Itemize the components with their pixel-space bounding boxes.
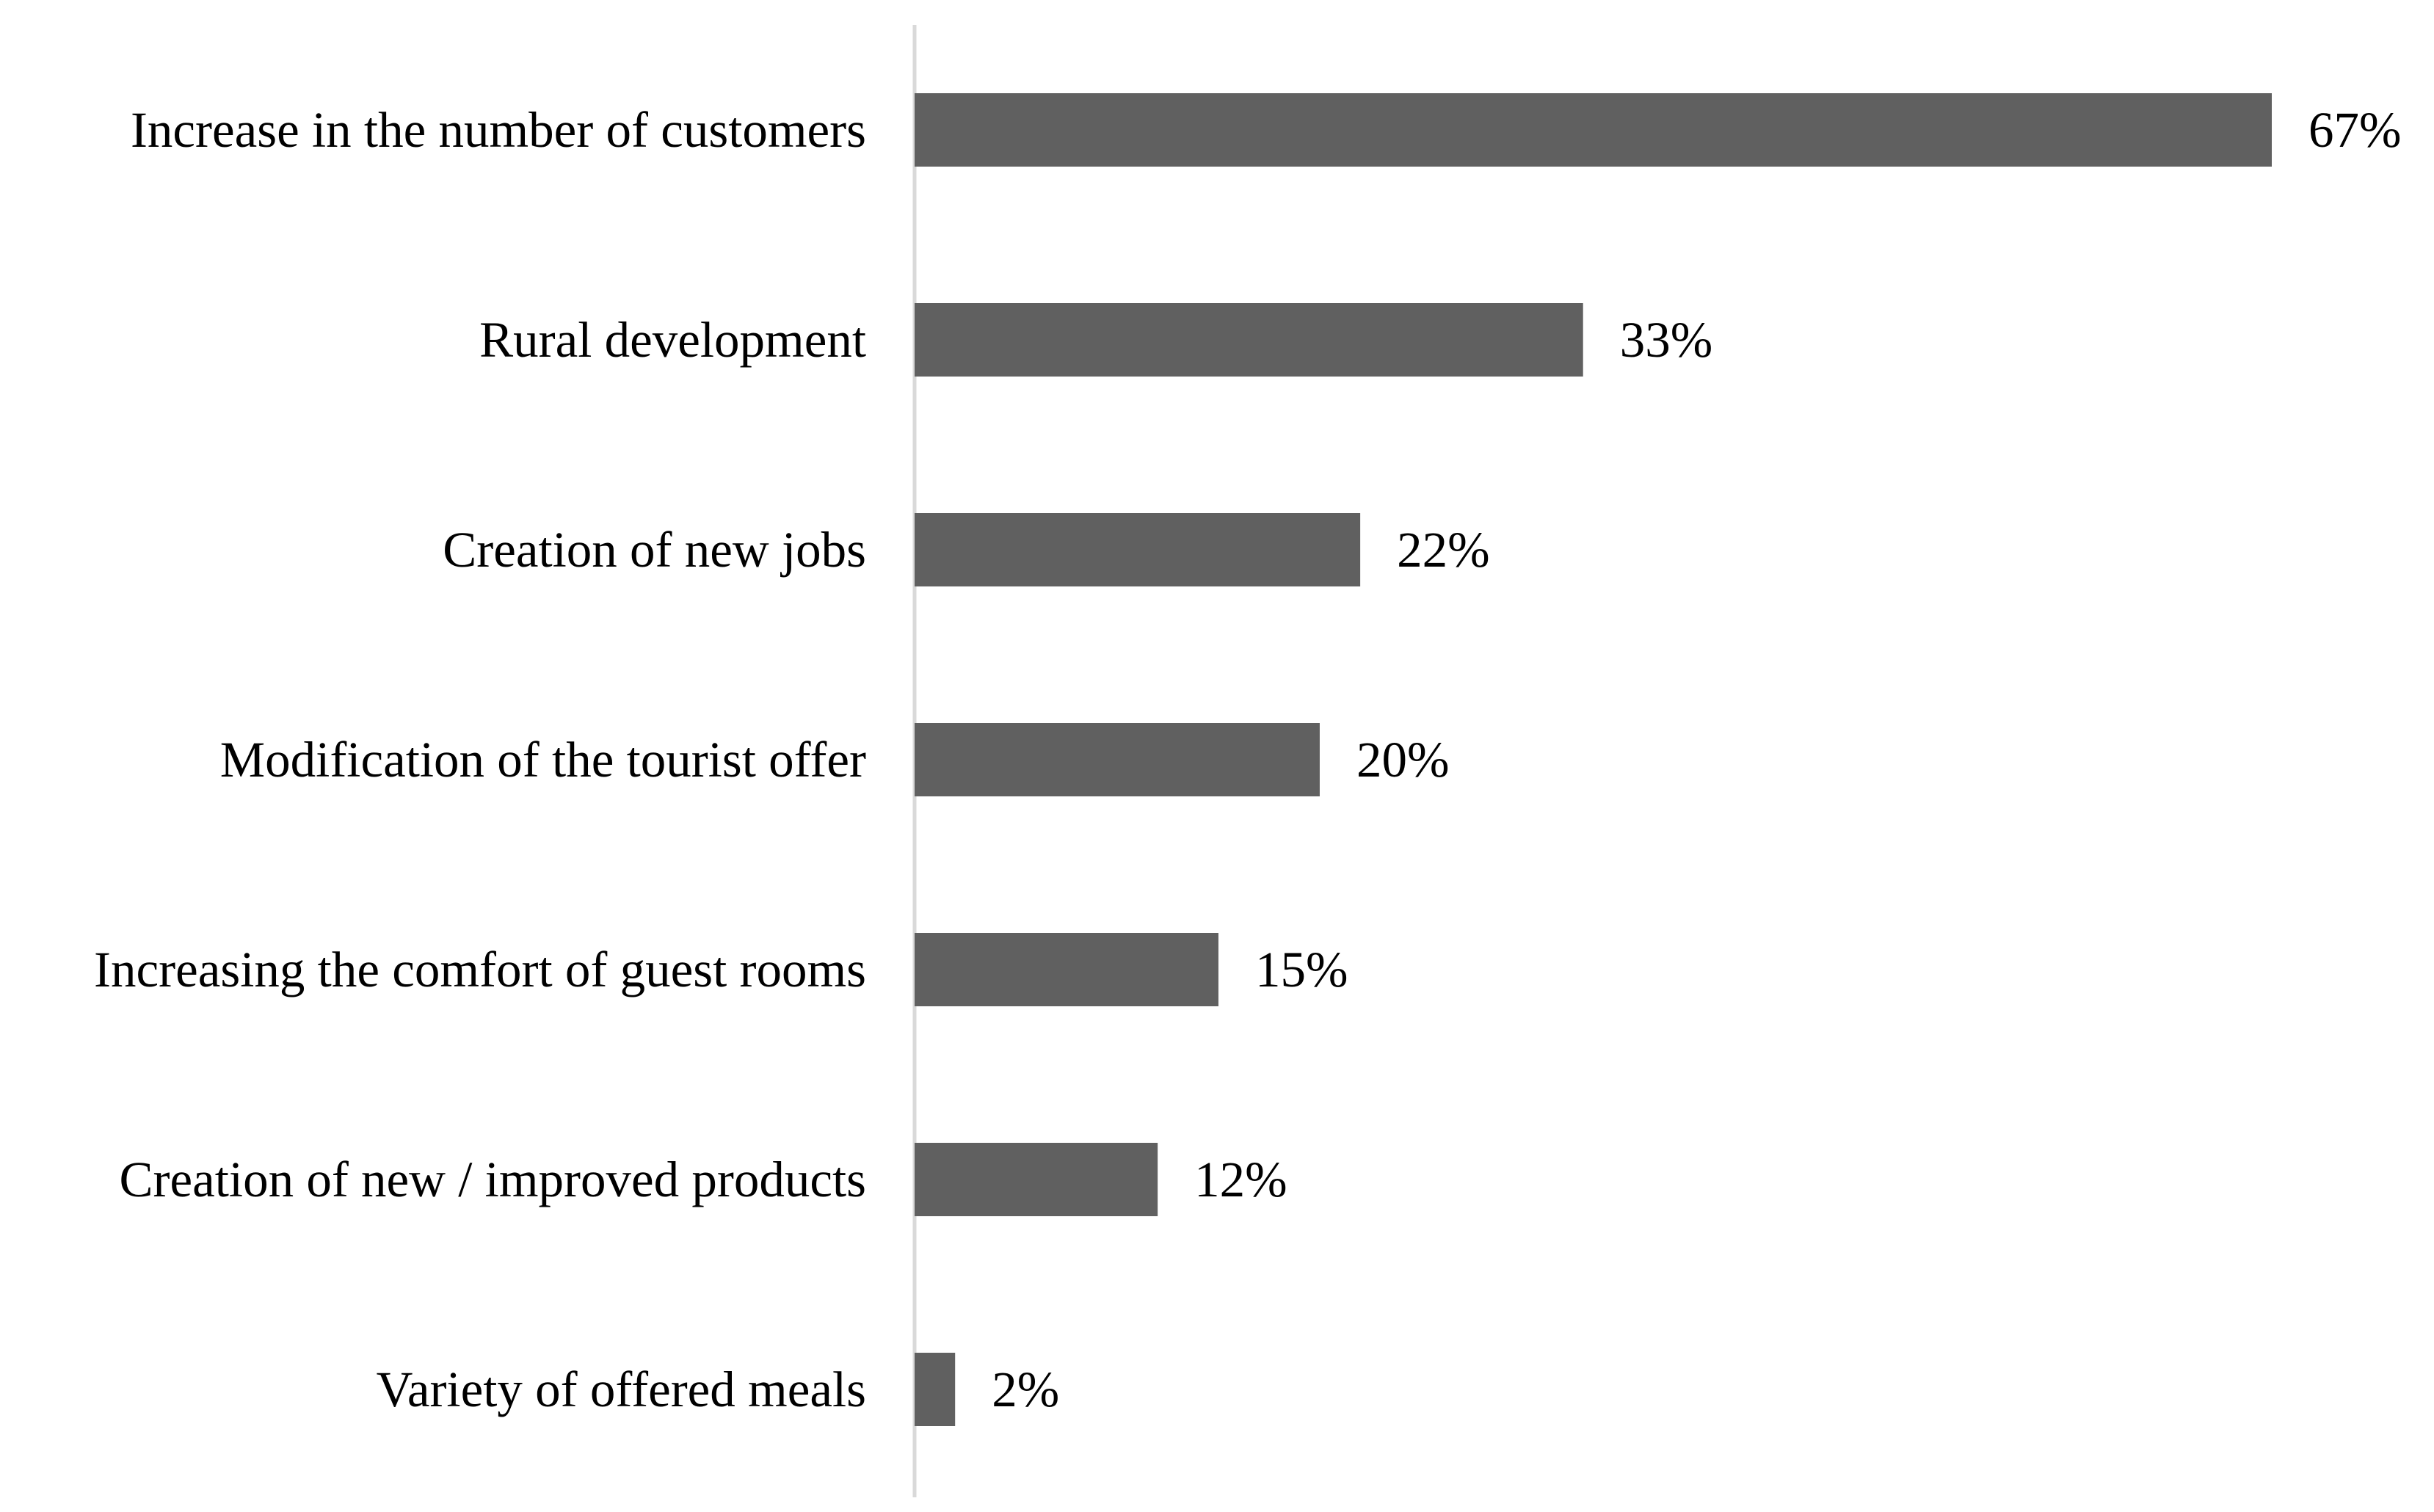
category-label: Creation of new jobs [443,522,866,578]
value-label: 15% [1255,942,1348,997]
value-label: 22% [1397,522,1489,578]
category-label: Modification of the tourist offer [220,732,866,788]
category-label: Increase in the number of customers [131,102,866,158]
category-label: Rural development [479,312,866,368]
bar-4 [915,723,1320,796]
value-label: 12% [1194,1152,1287,1207]
bar-7 [915,1353,956,1426]
bar-6 [915,1143,1158,1216]
bar-2 [915,303,1583,377]
bars-group [915,93,2272,1426]
category-label: Variety of offered meals [377,1362,866,1417]
bar-3 [915,513,1361,586]
category-label: Increasing the comfort of guest rooms [94,942,866,997]
bar-5 [915,933,1218,1006]
category-labels-group: Increase in the number of customers Rural… [94,102,866,1417]
value-label: 2% [992,1362,1059,1417]
value-label: 20% [1356,732,1449,788]
value-label: 33% [1620,312,1712,368]
bar-1 [915,93,2272,167]
category-label: Creation of new / improved products [119,1152,866,1207]
value-labels-group: 67% 33% 22% 20% 15% 12% 2% [992,102,2401,1417]
value-label: 67% [2308,102,2401,158]
